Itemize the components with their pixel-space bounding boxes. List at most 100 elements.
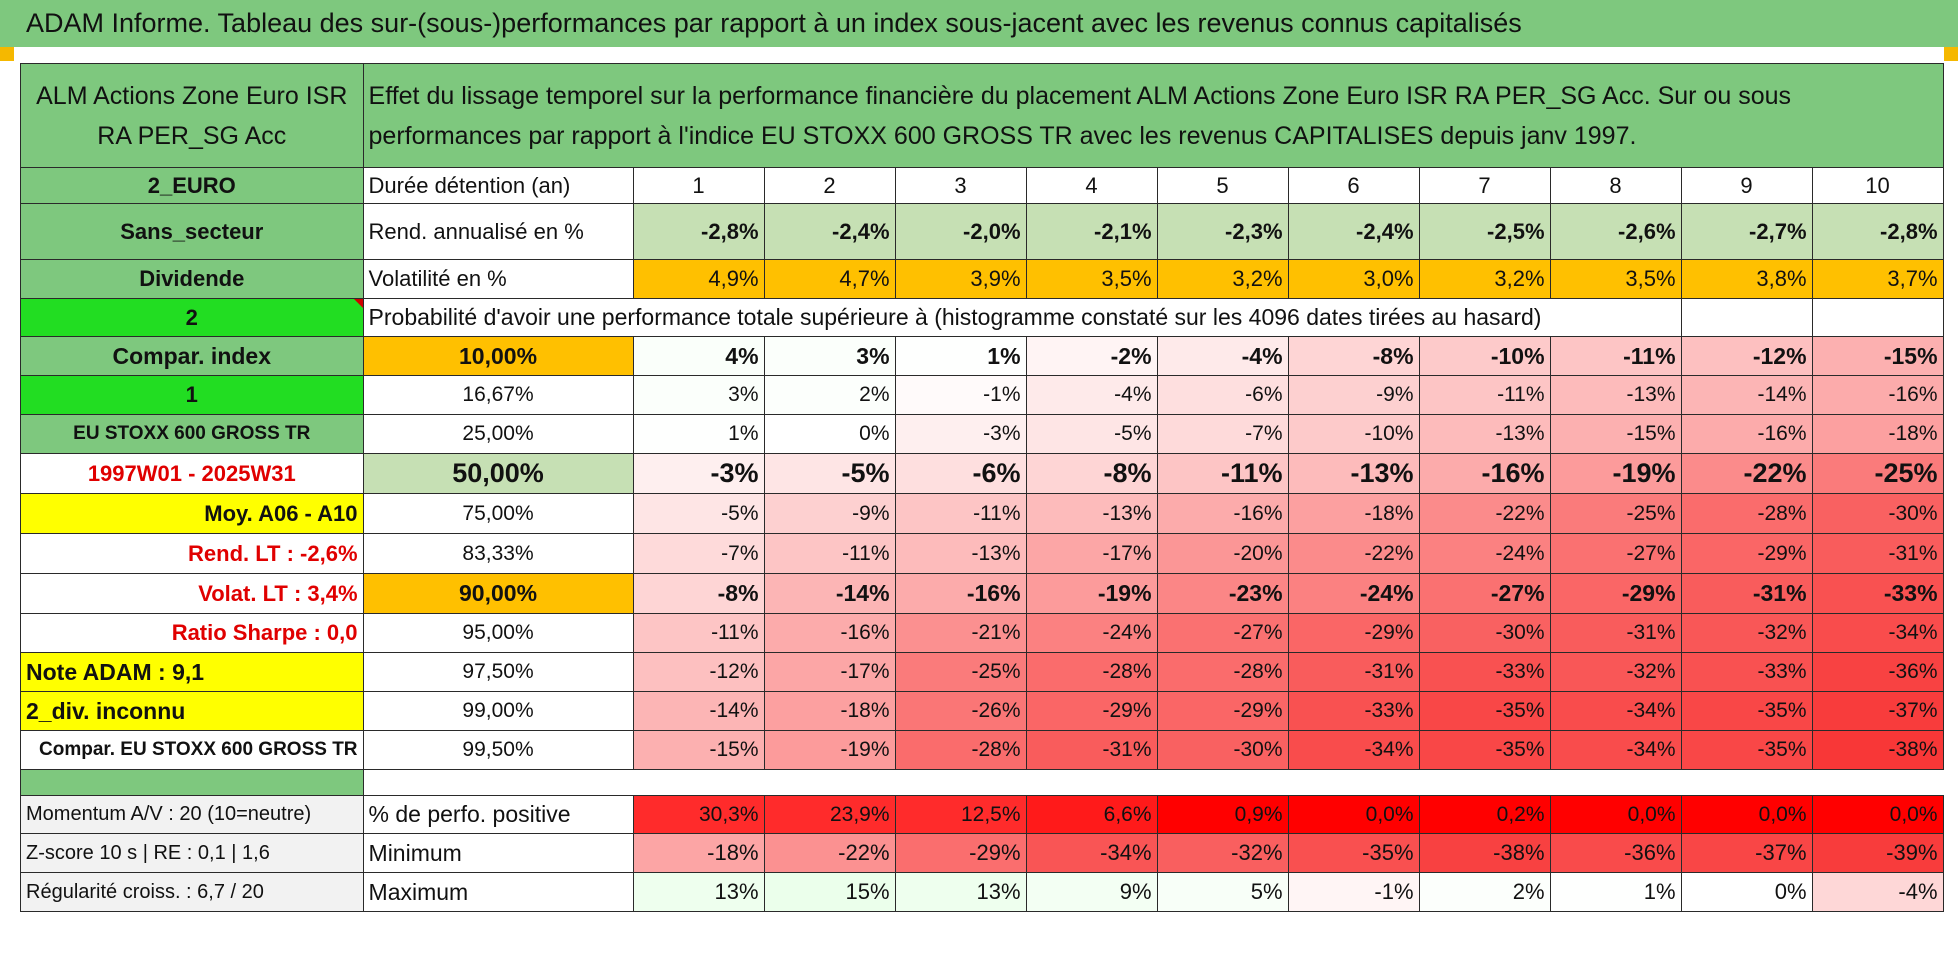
quantile-value: -14% [632, 691, 765, 731]
quantile-value: -28% [1156, 652, 1289, 692]
index-name: EU STOXX 600 GROSS TR [20, 414, 364, 454]
quantile-value: -11% [763, 533, 896, 574]
quantile-value: -17% [763, 652, 896, 692]
quantile-value: -21% [894, 613, 1027, 653]
quantile-value: -15% [1549, 414, 1682, 454]
annual-return-value: -2,7% [1680, 203, 1813, 260]
corner-mark-right [1944, 47, 1958, 61]
sector-label: Sans_secteur [20, 203, 364, 260]
quantile-percent: 75,00% [362, 493, 634, 534]
minimum-label: Minimum [362, 833, 634, 873]
row-quantile: Compar. index 10,00% 4% 3% 1% -2% -4% -8% -10% -1… [20, 336, 1944, 376]
quantile-value: -9% [763, 493, 896, 534]
quantile-value: -8% [1287, 336, 1420, 376]
quantile-value: -34% [1811, 613, 1944, 653]
quantile-percent: 90,00% [362, 573, 634, 614]
quantile-value: -18% [1287, 493, 1420, 534]
quantile-value: -22% [1287, 533, 1420, 574]
quantile-value: 2% [763, 375, 896, 415]
maximum-value: -4% [1811, 872, 1944, 912]
quantile-value: -22% [1418, 493, 1551, 534]
annual-return-value: -2,3% [1156, 203, 1289, 260]
annual-return-value: -2,0% [894, 203, 1027, 260]
annual-return-value: -2,5% [1418, 203, 1551, 260]
row-positive-performance: Momentum A/V : 20 (10=neutre)% de perfo.… [20, 795, 1944, 834]
maximum-value: -1% [1287, 872, 1420, 912]
row-quantile: Compar. EU STOXX 600 GROSS TR 99,50% -15% -… [20, 730, 1944, 770]
quantile-value: 1% [894, 336, 1027, 376]
momentum-label: Momentum A/V : 20 (10=neutre) [20, 795, 364, 834]
volatility-value: 3,2% [1156, 259, 1289, 299]
dividend-label: Dividende [20, 259, 364, 299]
quantile-value: -31% [1287, 652, 1420, 692]
year-header: 1 [632, 167, 765, 204]
zscore-label: Z-score 10 s | RE : 0,1 | 1,6 [20, 833, 364, 873]
volatility-value: 3,5% [1549, 259, 1682, 299]
quantile-value: -3% [894, 414, 1027, 454]
quantile-value: -38% [1811, 730, 1944, 770]
row-minimum: Z-score 10 s | RE : 0,1 | 1,6 Minimum -18%… [20, 833, 1944, 873]
volatility-value: 3,9% [894, 259, 1027, 299]
quantile-percent: 10,00% [362, 336, 634, 376]
description-text: Effet du lissage temporel sur la perform… [362, 63, 1944, 168]
quantile-value: -24% [1025, 613, 1158, 653]
quantile-value: -33% [1680, 652, 1813, 692]
row-description: ALM Actions Zone Euro ISR RA PER_SG Acc E… [20, 63, 1944, 168]
quantile-value: -22% [1680, 453, 1813, 494]
maximum-value: 2% [1418, 872, 1551, 912]
maximum-value: 0% [1680, 872, 1813, 912]
quantile-value: -29% [1549, 573, 1682, 614]
maximum-label: Maximum [362, 872, 634, 912]
row-quantile: 1 16,67% 3% 2% -1% -4% -6% -9% -11% -13% -14% -16% [20, 375, 1944, 415]
row-maximum: Régularité croiss. : 6,7 / 20 Maximum 13% 1… [20, 872, 1944, 912]
quantile-value: -25% [1811, 453, 1944, 494]
row-quantile: EU STOXX 600 GROSS TR 25,00% 1% 0% -3% -5% -7%… [20, 414, 1944, 454]
quantile-value: 3% [763, 336, 896, 376]
quantile-value: -12% [632, 652, 765, 692]
volatility-value: 4,9% [632, 259, 765, 299]
minimum-value: -39% [1811, 833, 1944, 873]
quantile-value: -24% [1418, 533, 1551, 574]
quantile-value: -13% [894, 533, 1027, 574]
year-header: 8 [1549, 167, 1682, 204]
long-term-return: Rend. LT : -2,6% [20, 533, 364, 574]
quantile-value: -10% [1287, 414, 1420, 454]
quantile-value: -19% [763, 730, 896, 770]
quantile-value: -5% [763, 453, 896, 494]
duration-label: Durée détention (an) [362, 167, 634, 204]
row-quantile: Rend. LT : -2,6% 83,33% -7% -11% -13% -17% -20… [20, 533, 1944, 574]
corner-mark-left [0, 47, 14, 61]
positive-perf-value: 6,6% [1025, 795, 1158, 834]
quantile-value: -28% [1025, 652, 1158, 692]
quantile-value: -5% [1025, 414, 1158, 454]
year-header: 5 [1156, 167, 1289, 204]
quantile-value: -13% [1287, 453, 1420, 494]
long-term-volatility: Volat. LT : 3,4% [20, 573, 364, 614]
quantile-value: -34% [1549, 691, 1682, 731]
quantile-value: -33% [1418, 652, 1551, 692]
quantile-value: -16% [1680, 414, 1813, 454]
positive-perf-value: 0,0% [1549, 795, 1682, 834]
dividend-unknown: 2_div. inconnu [20, 691, 364, 731]
quantile-value: -27% [1156, 613, 1289, 653]
quantile-value: -13% [1025, 493, 1158, 534]
volatility-value: 3,5% [1025, 259, 1158, 299]
quantile-value: -2% [1025, 336, 1158, 376]
positive-perf-value: 0,0% [1287, 795, 1420, 834]
row-quantile: Note ADAM : 9,1 97,50% -12% -17% -25% -28% -28… [20, 652, 1944, 692]
minimum-value: -37% [1680, 833, 1813, 873]
minimum-value: -35% [1287, 833, 1420, 873]
quantile-value: -13% [1549, 375, 1682, 415]
volatility-value: 4,7% [763, 259, 896, 299]
quantile-value: -1% [894, 375, 1027, 415]
quantile-value: -27% [1549, 533, 1682, 574]
positive-perf-value: 12,5% [894, 795, 1027, 834]
minimum-value: -34% [1025, 833, 1158, 873]
quantile-value: -19% [1025, 573, 1158, 614]
year-header: 3 [894, 167, 1027, 204]
sharpe-ratio: Ratio Sharpe : 0,0 [20, 613, 364, 653]
quantile-value: -35% [1680, 691, 1813, 731]
annual-return-value: -2,1% [1025, 203, 1158, 260]
quantile-percent: 25,00% [362, 414, 634, 454]
maximum-value: 13% [894, 872, 1027, 912]
